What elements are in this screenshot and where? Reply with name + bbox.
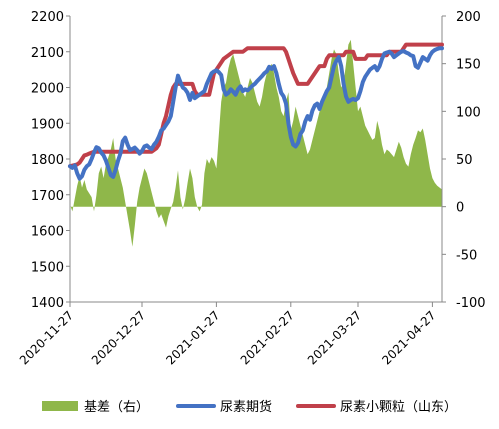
left-tick-label: 1500 — [31, 260, 64, 275]
right-tick-label: 200 — [456, 10, 481, 25]
x-tick-label: 2021-03-27 — [305, 308, 364, 367]
left-tick-label: 2200 — [31, 10, 64, 25]
x-tick-label: 2020-11-27 — [17, 308, 76, 367]
basis-area-series — [70, 39, 442, 247]
x-tick-label: 2021-01-27 — [163, 308, 222, 367]
chart-legend: 基差（右） 尿素期货 尿素小颗粒（山东） — [42, 399, 457, 415]
legend-label-futures: 尿素期货 — [220, 399, 272, 415]
left-tick-label: 2100 — [31, 46, 64, 61]
left-tick-label: 1600 — [31, 225, 64, 240]
price-line-series — [68, 42, 444, 181]
left-tick-label: 2000 — [31, 82, 64, 97]
right-y-axis-ticks: -100 -50 0 50 100 150 200 — [442, 10, 486, 311]
left-tick-label: 1800 — [31, 153, 64, 168]
right-tick-label: 0 — [456, 201, 464, 216]
x-tick-label: 2021-02-27 — [238, 308, 297, 367]
basis-area — [70, 39, 442, 247]
x-axis-ticks: 2020-11-27 2020-12-27 2021-01-27 2021-02-27… — [17, 302, 439, 367]
left-tick-label: 1900 — [31, 117, 64, 132]
right-tick-label: -100 — [456, 296, 486, 311]
right-tick-label: 150 — [456, 58, 481, 73]
right-tick-label: 50 — [456, 153, 473, 168]
futures-line — [68, 46, 444, 181]
legend-label-spot-shandong: 尿素小颗粒（山东） — [340, 400, 457, 415]
right-tick-label: -50 — [456, 248, 477, 263]
legend-label-basis: 基差（右） — [84, 400, 149, 415]
right-tick-label: 100 — [456, 105, 481, 120]
left-y-axis-ticks: 1400 1500 1600 1700 1800 1900 2000 2100 2200 — [31, 10, 70, 311]
x-tick-label: 2020-12-27 — [89, 308, 148, 367]
left-tick-label: 1700 — [31, 189, 64, 204]
x-tick-label: 2021-04-27 — [379, 308, 438, 367]
legend-swatch-basis — [42, 401, 78, 411]
left-tick-label: 1400 — [31, 296, 64, 311]
